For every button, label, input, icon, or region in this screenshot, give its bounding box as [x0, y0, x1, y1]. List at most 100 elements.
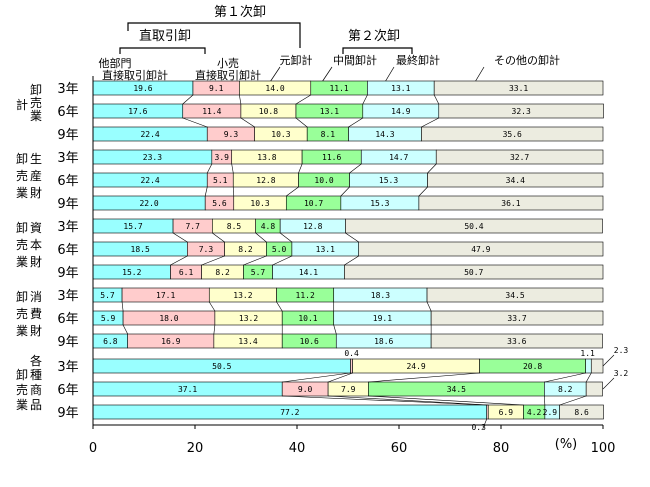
row-year-label: 3年	[57, 289, 78, 304]
connector-line	[276, 301, 283, 312]
group-label: 消	[30, 290, 42, 304]
connector-line	[585, 372, 592, 383]
connector-line	[212, 232, 225, 243]
data-label: 18.5	[131, 245, 150, 254]
bar-segment	[559, 404, 604, 420]
connector-line	[349, 163, 362, 174]
data-label: 20.8	[523, 362, 542, 371]
series-label-saishu: 最終卸計	[396, 53, 440, 67]
data-label: 5.7	[100, 291, 115, 300]
row-year-label: 6年	[57, 243, 78, 258]
group-label: 卸	[30, 82, 42, 97]
unit-label: (%)	[555, 437, 578, 452]
row-year-label: 6年	[57, 174, 78, 189]
annotation-leaders	[482, 354, 615, 430]
connector-line	[433, 94, 440, 105]
data-label: 9.0	[298, 385, 313, 394]
group-label: 資	[30, 221, 42, 235]
connector-line	[333, 324, 337, 335]
bar-segment	[433, 80, 604, 96]
row-year-label: 9年	[57, 266, 78, 281]
group-label: 財	[30, 254, 42, 269]
data-label: 33.6	[507, 337, 526, 346]
connector-line	[213, 324, 216, 335]
group-label: 売	[16, 168, 28, 183]
data-label: 37.1	[178, 385, 197, 394]
bar-segment	[421, 126, 604, 142]
connector-line	[231, 163, 234, 174]
connector-line	[170, 255, 188, 266]
data-label: 19.1	[373, 314, 392, 323]
connector-line	[348, 117, 363, 128]
connector-line	[182, 117, 208, 128]
data-label: 13.8	[257, 153, 276, 162]
x-tick-label: 0	[89, 441, 97, 456]
data-label: 4.2	[527, 408, 542, 417]
connector-line	[122, 324, 128, 335]
label-leader	[269, 66, 281, 83]
bar-segment	[350, 358, 353, 374]
x-tick-label: 60	[391, 441, 408, 456]
leader-line	[482, 418, 487, 430]
group-label: 卸	[16, 220, 28, 235]
data-label: 32.7	[510, 153, 529, 162]
data-label: 36.1	[501, 199, 520, 208]
data-label: 0.4	[344, 349, 359, 358]
data-label: 14.9	[391, 107, 410, 116]
bar-segment	[426, 287, 604, 303]
group-label: 費	[30, 306, 42, 321]
data-label: 6.1	[179, 268, 194, 277]
data-label: 0.3	[471, 423, 486, 432]
bar-segment	[427, 172, 604, 188]
connector-line	[286, 186, 299, 197]
data-label: 5.1	[213, 176, 228, 185]
data-label: 11.6	[322, 153, 341, 162]
group-label: 商	[30, 382, 42, 397]
data-label: 47.9	[471, 245, 490, 254]
connector-line	[368, 372, 480, 383]
data-label: 32.3	[512, 107, 531, 116]
group-label: 業	[16, 324, 28, 338]
group-label: 業	[16, 398, 28, 412]
data-label: 5.6	[212, 199, 227, 208]
data-label: 7.3	[199, 245, 214, 254]
bar-segment	[418, 195, 604, 211]
group-label: 業	[30, 109, 42, 123]
data-label: 7.9	[341, 385, 356, 394]
tier2-bracket	[342, 47, 413, 54]
data-label: 22.4	[140, 176, 159, 185]
data-label: 77.2	[280, 408, 299, 417]
series-label-moto: 元卸計	[280, 53, 313, 67]
connector-line	[182, 94, 194, 105]
data-label: 2.9	[543, 408, 558, 417]
series-label-other: その他の卸計	[494, 53, 560, 67]
bar-segment	[358, 241, 604, 257]
data-label: 10.1	[298, 314, 317, 323]
label-leader	[474, 66, 485, 83]
row-year-label: 9年	[57, 335, 78, 350]
connector-line	[232, 186, 235, 197]
data-label: 8.6	[574, 408, 589, 417]
tier1-bracket	[127, 22, 301, 48]
data-label: 5.7	[251, 268, 266, 277]
data-label: 3.2	[614, 369, 629, 378]
tier2-label: 第２次卸	[348, 28, 400, 44]
connector-line	[559, 395, 587, 406]
connector-line	[295, 117, 308, 128]
group-label: 卸	[16, 367, 28, 382]
bar-segment	[585, 381, 603, 397]
data-label: 15.7	[123, 222, 142, 231]
data-label: 15.3	[370, 199, 389, 208]
series-label-retail: 小売	[217, 57, 239, 70]
row-year-label: 6年	[57, 105, 78, 120]
data-label: 7.7	[185, 222, 200, 231]
data-label: 8.5	[227, 222, 242, 231]
connector-line	[243, 255, 267, 266]
series-label-chukan: 中間卸計	[333, 53, 377, 67]
leader-line	[602, 377, 615, 390]
group-label: 計	[16, 97, 28, 112]
connector-line	[255, 232, 267, 243]
connector-line	[240, 117, 255, 128]
data-label: 10.6	[300, 337, 319, 346]
